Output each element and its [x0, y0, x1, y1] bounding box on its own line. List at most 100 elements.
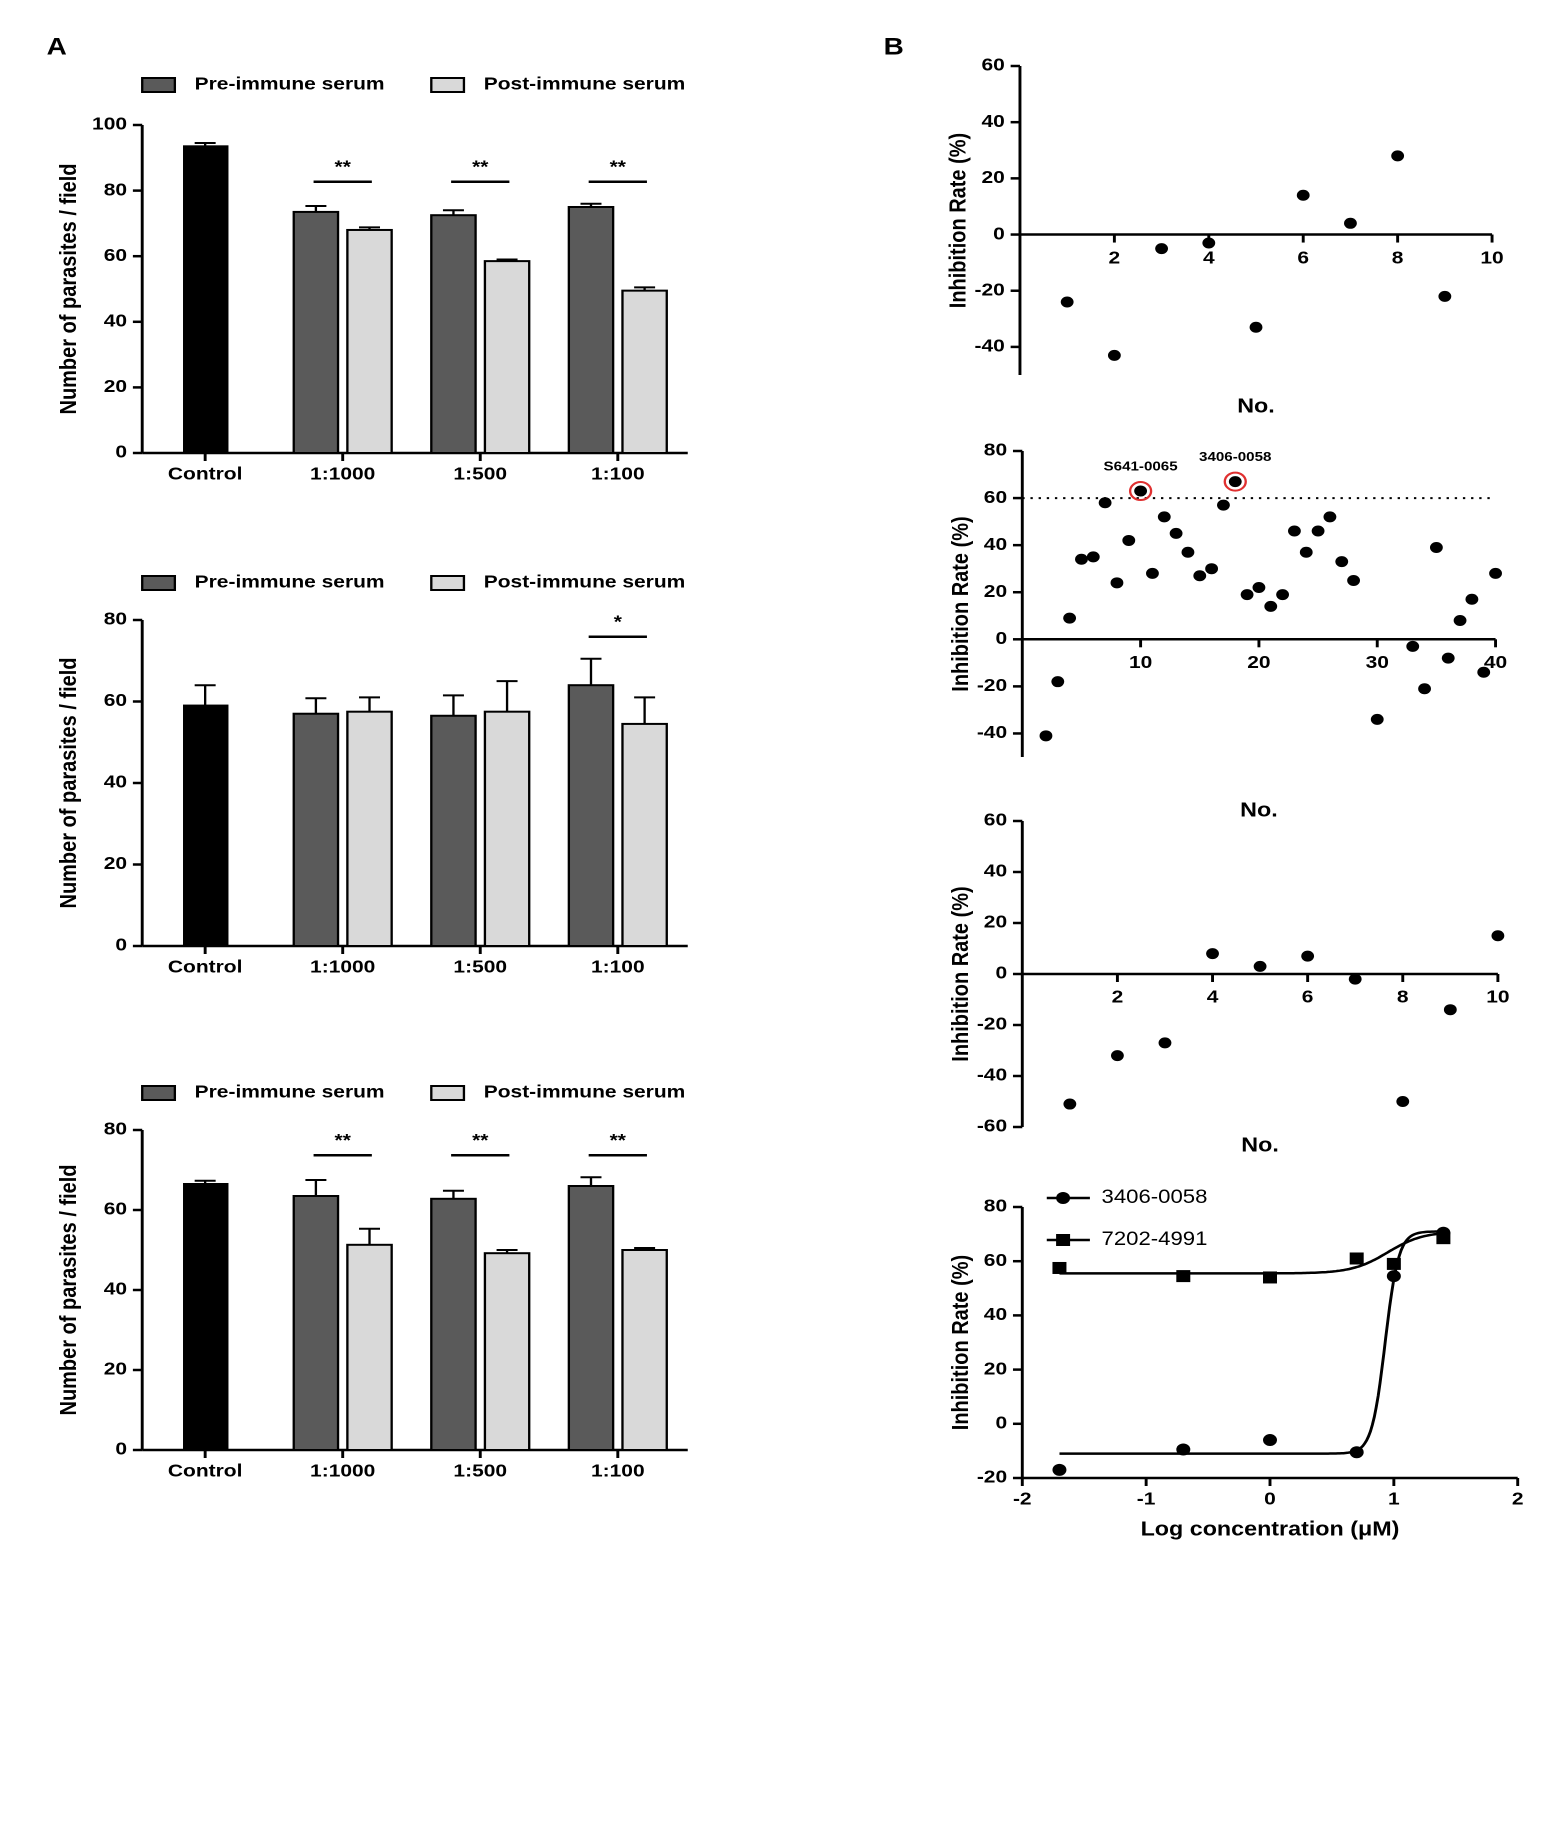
- control-bar: [183, 1183, 229, 1451]
- point: [1489, 567, 1502, 579]
- y-tick-label: 20: [981, 167, 1004, 187]
- x-tick-label: 1:500: [453, 957, 507, 977]
- y-tick-label: 80: [984, 1196, 1007, 1216]
- significance-label: **: [335, 1130, 352, 1150]
- fit-curve: [1059, 1230, 1444, 1455]
- y-tick-label: 60: [981, 55, 1004, 75]
- y-tick-label: 80: [984, 440, 1007, 460]
- y-tick-label: 40: [104, 1279, 127, 1299]
- x-axis-label: No.: [1240, 798, 1278, 821]
- x-tick-label: -2: [1013, 1489, 1032, 1509]
- legend-swatch: [430, 1085, 466, 1101]
- panel-letter: A: [47, 32, 67, 60]
- point: [1491, 930, 1505, 942]
- point: [1441, 652, 1455, 664]
- point: [1276, 589, 1289, 601]
- point: [1240, 589, 1254, 601]
- point: [1205, 563, 1219, 575]
- point: [1217, 499, 1230, 511]
- y-tick-label: 0: [115, 442, 127, 462]
- y-tick-label: 0: [993, 224, 1005, 244]
- point: [1086, 551, 1100, 563]
- x-tick-label: 8: [1392, 248, 1404, 268]
- y-tick-label: 100: [92, 114, 127, 134]
- y-tick-label: 20: [984, 1359, 1007, 1379]
- control-bar: [183, 145, 229, 454]
- point: [1391, 150, 1405, 162]
- point: [1098, 497, 1112, 509]
- y-tick-label: 0: [115, 1439, 127, 1459]
- x-tick-label: 10: [1486, 987, 1509, 1007]
- point: [1335, 556, 1349, 568]
- point: [1311, 525, 1325, 537]
- legend-label: Pre-immune serum: [195, 1082, 385, 1102]
- x-tick-label: 4: [1203, 248, 1215, 268]
- bar: [483, 710, 531, 947]
- y-tick-label: 0: [995, 628, 1007, 648]
- y-tick-label: 80: [104, 609, 127, 629]
- y-tick-label: 60: [104, 245, 127, 265]
- x-tick-label: 2: [1112, 987, 1124, 1007]
- x-axis-label: Log concentration (μM): [1141, 1517, 1400, 1540]
- point: [1158, 1037, 1172, 1049]
- point: [1396, 1096, 1410, 1107]
- point: [1344, 217, 1357, 229]
- y-tick-label: 20: [104, 854, 127, 874]
- control-bar: [183, 704, 229, 948]
- point: [1263, 1271, 1277, 1284]
- point: [1228, 476, 1242, 488]
- bar: [430, 214, 477, 454]
- legend-swatch: [430, 77, 466, 93]
- point: [1052, 1261, 1067, 1274]
- point: [1429, 542, 1443, 554]
- point: [1406, 640, 1420, 652]
- bar: [292, 1195, 340, 1451]
- x-tick-label: 1:100: [591, 1461, 645, 1481]
- point: [1418, 683, 1431, 695]
- y-tick-label: 60: [984, 487, 1007, 507]
- point: [1477, 666, 1491, 678]
- x-tick-label: 8: [1397, 987, 1409, 1007]
- highlight-ring: [1223, 471, 1247, 492]
- legend-marker: [1056, 1234, 1071, 1246]
- y-tick-label: 60: [984, 1250, 1007, 1270]
- x-tick-label: Control: [168, 464, 243, 484]
- point: [1122, 534, 1136, 546]
- y-axis-label: Inhibition Rate (%): [946, 886, 973, 1061]
- point-label: S641-0065: [1104, 458, 1178, 473]
- point: [1060, 296, 1074, 308]
- point: [1443, 1004, 1457, 1016]
- bar: [483, 260, 531, 454]
- y-tick-label: -40: [977, 723, 1007, 743]
- legend-label: Post-immune serum: [484, 1082, 686, 1102]
- point: [1075, 553, 1088, 565]
- point: [1176, 1443, 1191, 1456]
- y-tick-label: 0: [115, 935, 127, 955]
- point: [1063, 612, 1077, 624]
- bar: [621, 1249, 668, 1451]
- point: [1386, 1257, 1401, 1270]
- bar: [621, 722, 668, 947]
- legend-label: Pre-immune serum: [195, 572, 385, 592]
- point: [1263, 1434, 1277, 1447]
- bar: [567, 206, 615, 454]
- y-tick-label: 0: [995, 1413, 1007, 1433]
- y-tick-label: -40: [975, 336, 1005, 356]
- y-axis-label: Inhibition Rate (%): [946, 516, 973, 691]
- x-tick-label: 2: [1512, 1489, 1524, 1509]
- y-axis-label: Number of parasites / field: [55, 658, 82, 909]
- significance-label: **: [610, 1130, 627, 1150]
- significance-label: *: [614, 612, 623, 632]
- x-tick-label: 2: [1109, 248, 1121, 268]
- x-axis-label: No.: [1241, 1133, 1279, 1156]
- significance-label: **: [610, 157, 627, 177]
- point: [1249, 321, 1263, 333]
- x-tick-label: 1:100: [591, 464, 645, 484]
- y-tick-label: 60: [104, 691, 127, 711]
- bar: [621, 289, 668, 455]
- x-tick-label: 10: [1480, 248, 1503, 268]
- legend-label: Pre-immune serum: [195, 74, 385, 94]
- y-tick-label: -40: [977, 1065, 1007, 1085]
